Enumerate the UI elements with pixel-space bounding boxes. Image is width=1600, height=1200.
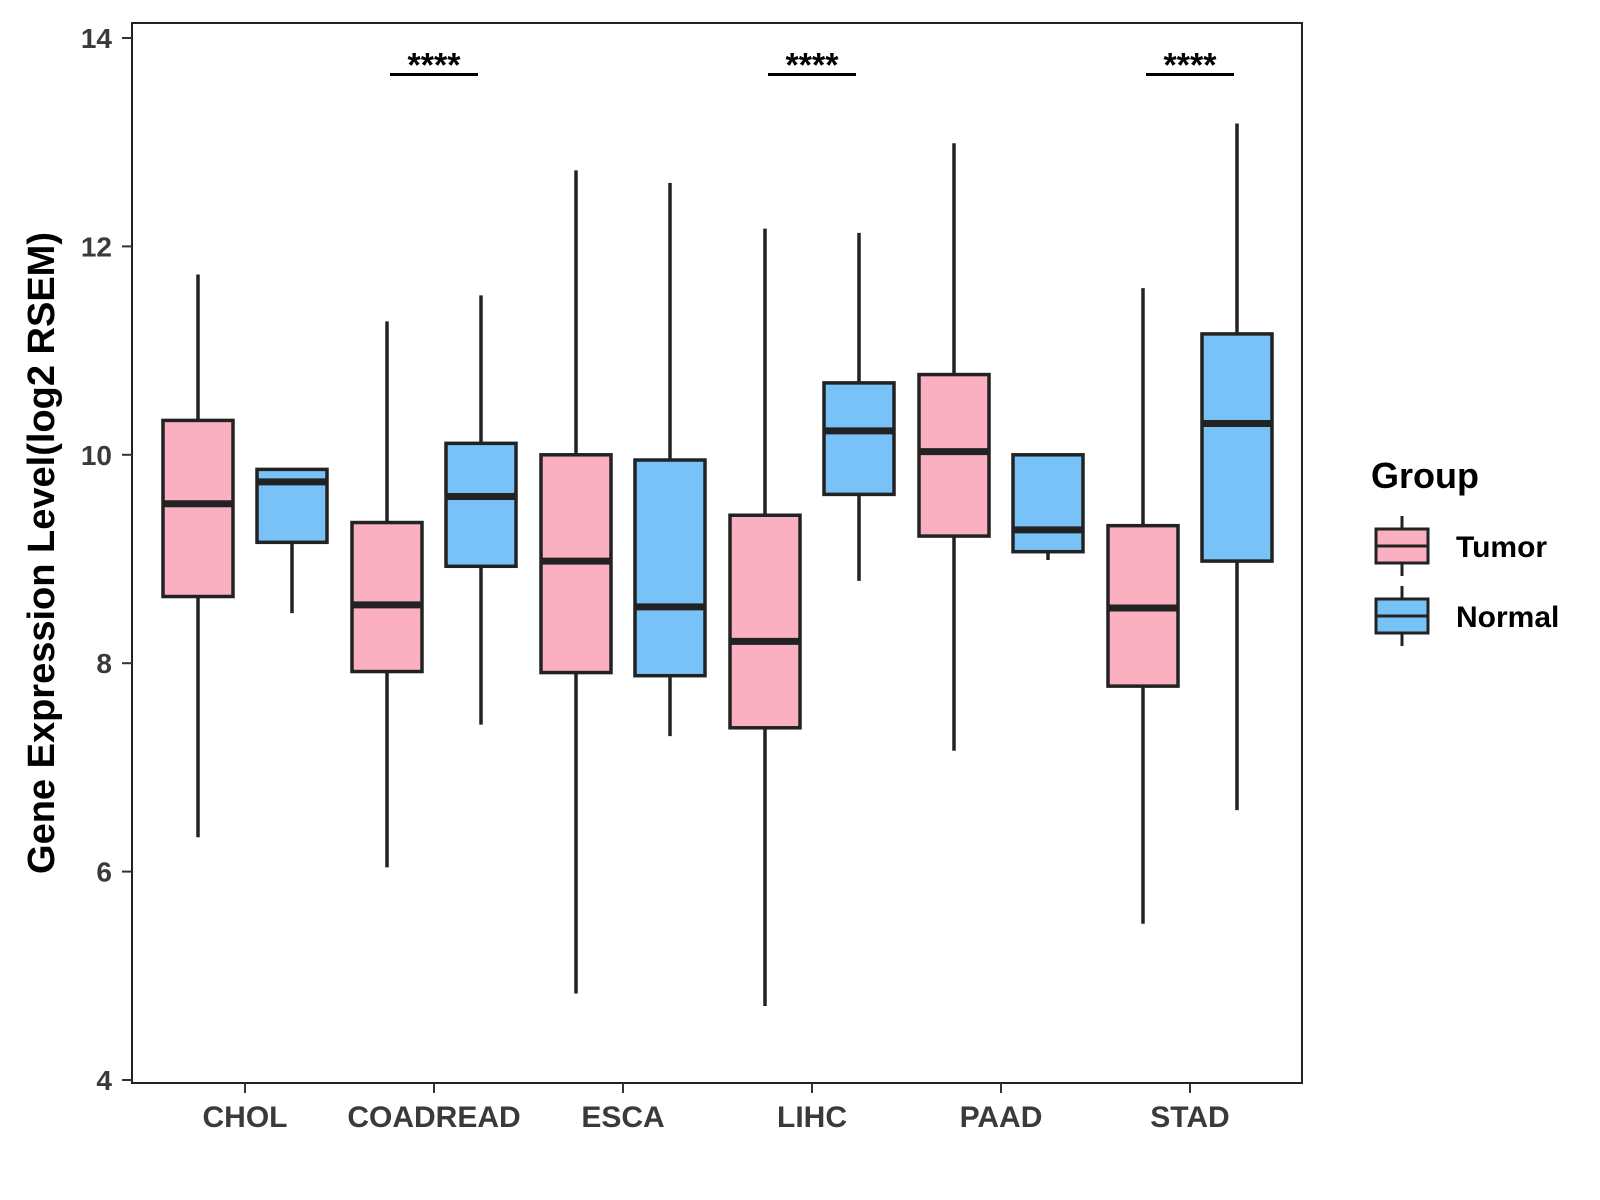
box-tumor-chol (161, 274, 235, 838)
iqr-box (161, 418, 235, 599)
y-tick-label: 8 (96, 648, 112, 679)
y-tick-label: 6 (96, 857, 112, 888)
y-tick-label: 14 (81, 23, 113, 54)
box-tumor-paad (917, 143, 991, 751)
iqr-box (1011, 453, 1085, 554)
legend-entry-tumor: Tumor (1374, 516, 1547, 576)
iqr-box (350, 520, 424, 674)
box-normal-lihc (822, 232, 896, 581)
box-tumor-stad (1106, 288, 1180, 924)
significance-label: **** (1164, 46, 1218, 84)
box-series (161, 123, 1274, 1007)
y-axis-label: Gene Expression Level(log2 RSEM) (21, 232, 63, 874)
x-axis: CHOL COADREAD ESCA LIHC PAAD STAD (203, 1083, 1230, 1134)
significance-annotations: **** **** **** (390, 46, 1234, 84)
legend-label: Tumor (1456, 531, 1547, 564)
legend: Group Tumor Normal (1371, 455, 1559, 646)
y-tick-label: 4 (96, 1065, 112, 1096)
x-tick-label-lihc: LIHC (777, 1101, 847, 1134)
significance-label: **** (786, 46, 840, 84)
box-tumor-lihc (728, 228, 802, 1007)
box-normal-esca (633, 182, 707, 737)
iqr-box (917, 372, 991, 538)
legend-label: Normal (1456, 601, 1559, 634)
box-tumor-esca (539, 170, 613, 994)
box-normal-stad (1200, 123, 1274, 811)
iqr-box (822, 381, 896, 497)
x-tick-label-stad: STAD (1150, 1101, 1229, 1134)
box-normal-paad (1011, 453, 1085, 561)
box-normal-chol (255, 467, 329, 614)
box-tumor-coadread (350, 321, 424, 868)
legend-entry-normal: Normal (1374, 586, 1559, 646)
y-tick-label: 12 (81, 231, 112, 262)
legend-title: Group (1371, 455, 1479, 496)
iqr-box (728, 513, 802, 730)
x-tick-label-esca: ESCA (581, 1101, 664, 1134)
x-tick-label-chol: CHOL (203, 1101, 288, 1134)
iqr-box (633, 458, 707, 678)
x-tick-label-paad: PAAD (960, 1101, 1043, 1134)
iqr-box (444, 441, 518, 569)
y-tick-label: 10 (81, 440, 112, 471)
y-axis: 4 6 8 10 12 14 (81, 23, 132, 1096)
iqr-box (1200, 332, 1274, 563)
significance-label: **** (408, 46, 462, 84)
box-normal-coadread (444, 295, 518, 725)
x-tick-label-coadread: COADREAD (347, 1101, 520, 1134)
